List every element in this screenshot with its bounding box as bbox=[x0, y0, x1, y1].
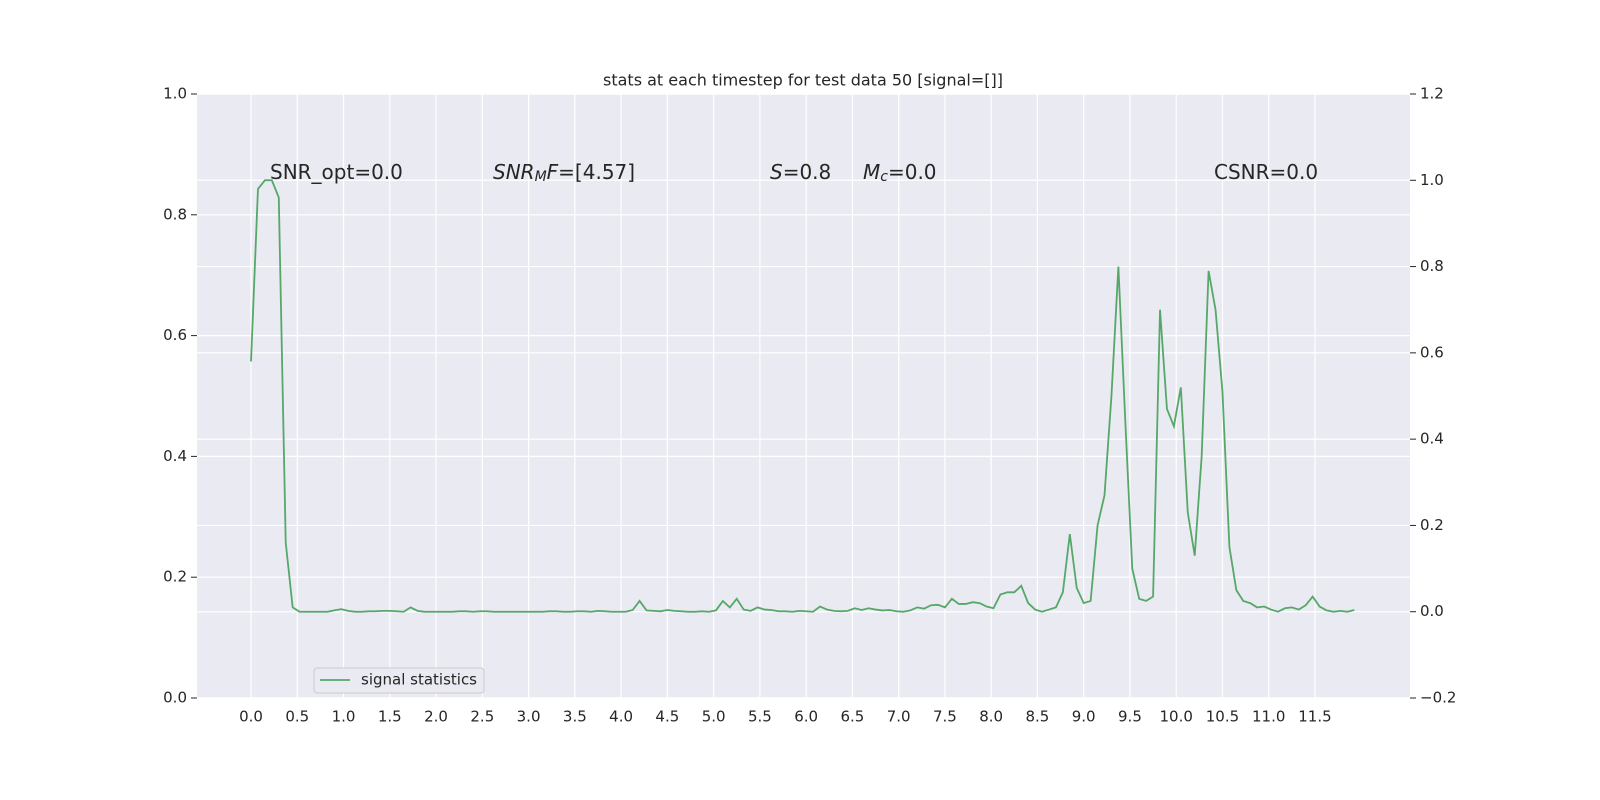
y2-tick-label: 0.8 bbox=[1420, 257, 1444, 275]
y2-tick-label: 0.2 bbox=[1420, 516, 1444, 534]
x-tick-label: 1.5 bbox=[378, 708, 402, 726]
annotation-part: c bbox=[880, 169, 888, 185]
x-tick-label: 7.5 bbox=[933, 708, 957, 726]
x-tick-label: 0.5 bbox=[285, 708, 309, 726]
annotation-part: F bbox=[547, 160, 559, 184]
grid bbox=[197, 93, 1410, 699]
annotation: SNRMF=[4.57] bbox=[493, 160, 635, 185]
x-tick-label: 6.5 bbox=[840, 708, 864, 726]
annotation-part: S bbox=[770, 160, 783, 184]
y2-tick-label: 0.4 bbox=[1420, 430, 1444, 448]
y-tick-label: 0.8 bbox=[163, 205, 187, 223]
x-tick-label: 5.0 bbox=[702, 708, 726, 726]
annotation-part: SNR_opt=0.0 bbox=[270, 160, 403, 184]
x-tick-label: 7.0 bbox=[887, 708, 911, 726]
data-line bbox=[250, 179, 1355, 613]
legend-label: signal statistics bbox=[361, 671, 477, 689]
plot-area bbox=[197, 94, 1410, 698]
y2-tick-label: 0.0 bbox=[1420, 602, 1444, 620]
x-tick-label: 8.0 bbox=[979, 708, 1003, 726]
annotation-part: SNR bbox=[493, 160, 535, 184]
legend-box bbox=[313, 667, 485, 694]
y-tick-label: 0.6 bbox=[163, 326, 187, 344]
x-tick-label: 2.5 bbox=[470, 708, 494, 726]
annotation: Mc=0.0 bbox=[863, 160, 937, 185]
annotation-part: =0.8 bbox=[783, 160, 832, 184]
x-tick-label: 5.5 bbox=[748, 708, 772, 726]
x-tick-label: 11.5 bbox=[1298, 708, 1331, 726]
annotation-part: M bbox=[863, 160, 880, 184]
x-tick-label: 3.0 bbox=[517, 708, 541, 726]
x-tick-label: 2.0 bbox=[424, 708, 448, 726]
annotation-part: =0.0 bbox=[888, 160, 937, 184]
x-tick-label: 3.5 bbox=[563, 708, 587, 726]
chart-title: stats at each timestep for test data 50 … bbox=[603, 71, 1003, 90]
annotation: CSNR=0.0 bbox=[1214, 160, 1318, 184]
x-tick-label: 10.5 bbox=[1206, 708, 1239, 726]
x-tick-label: 9.5 bbox=[1118, 708, 1142, 726]
y-tick-label: 0.0 bbox=[163, 689, 187, 707]
x-tick-label: 8.5 bbox=[1026, 708, 1050, 726]
x-tick-label: 9.0 bbox=[1072, 708, 1096, 726]
annotation: SNR_opt=0.0 bbox=[270, 160, 403, 184]
y-tick-label: 0.4 bbox=[163, 447, 187, 465]
annotation: S=0.8 bbox=[770, 160, 831, 184]
y2-tick-label: −0.2 bbox=[1420, 689, 1456, 707]
x-tick-label: 11.0 bbox=[1252, 708, 1285, 726]
x-tick-label: 6.0 bbox=[794, 708, 818, 726]
y-tick-label: 0.2 bbox=[163, 568, 187, 586]
y-tick-label: 1.0 bbox=[163, 85, 187, 103]
x-tick-label: 4.5 bbox=[655, 708, 679, 726]
annotation-part: =[4.57] bbox=[558, 160, 635, 184]
x-tick-label: 1.0 bbox=[332, 708, 356, 726]
y2-tick-label: 0.6 bbox=[1420, 343, 1444, 361]
y2-tick-label: 1.2 bbox=[1420, 85, 1444, 103]
annotation-part: M bbox=[535, 169, 547, 185]
y2-tick-label: 1.0 bbox=[1420, 171, 1444, 189]
x-tick-label: 0.0 bbox=[239, 708, 263, 726]
x-tick-label: 4.0 bbox=[609, 708, 633, 726]
annotation-part: CSNR=0.0 bbox=[1214, 160, 1318, 184]
x-tick-label: 10.0 bbox=[1160, 708, 1193, 726]
